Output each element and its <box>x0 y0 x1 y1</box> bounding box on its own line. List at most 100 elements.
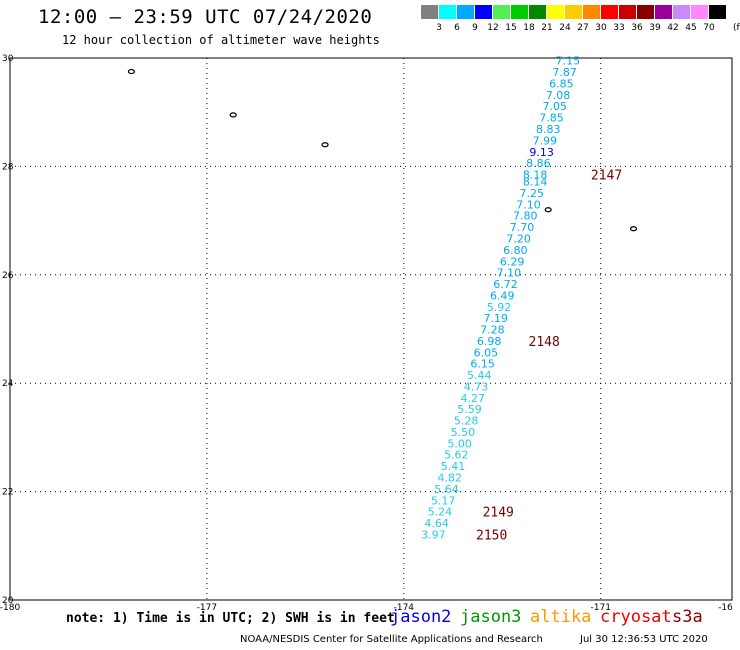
legend-swatch <box>583 5 600 19</box>
swh-value-label: 6.85 <box>549 77 574 90</box>
legend-swatch <box>511 5 528 19</box>
legend-swatch <box>421 5 438 19</box>
legend-label: 39 <box>649 23 661 33</box>
legend-swatch <box>637 5 654 19</box>
legend-label: 21 <box>541 23 553 33</box>
pass-number-label: 2149 <box>483 506 514 521</box>
x-tick-label: -174 <box>394 603 415 613</box>
swh-value-label: 5.28 <box>454 415 479 428</box>
legend-label: 12 <box>487 23 499 33</box>
swh-value-label: 6.80 <box>503 244 528 257</box>
legend-swatch <box>691 5 708 19</box>
legend-unit: (ft) <box>733 23 740 33</box>
legend-swatch <box>619 5 636 19</box>
swh-value-label: 5.24 <box>428 506 453 519</box>
swh-value-label: 7.99 <box>533 134 558 147</box>
legend-swatch <box>475 5 492 19</box>
legend-swatch <box>493 5 510 19</box>
legend-swatch <box>709 5 726 19</box>
legend-label: 45 <box>685 23 697 33</box>
legend-swatch <box>601 5 618 19</box>
swh-value-label: 7.25 <box>520 187 545 200</box>
pass-number-label: 2150 <box>476 528 507 543</box>
legend-swatch <box>673 5 690 19</box>
swh-value-label: 6.72 <box>493 278 518 291</box>
legend-label: 30 <box>595 23 607 33</box>
y-tick-label: 22 <box>2 488 13 498</box>
legend-label: 6 <box>454 23 460 33</box>
swh-value-label: 8.83 <box>536 123 561 136</box>
footer-note: note: 1) Time is in UTC; 2) SWH is in fe… <box>66 611 395 626</box>
x-tick-label: -171 <box>591 603 611 613</box>
swh-value-label: 6.15 <box>470 358 495 371</box>
island-outline <box>544 207 552 213</box>
y-tick-label: 24 <box>2 379 14 389</box>
swh-value-label: 5.17 <box>431 494 456 507</box>
swh-value-label: 7.15 <box>556 55 581 68</box>
pass-number-label: 2148 <box>529 335 560 350</box>
swh-value-label: 5.50 <box>451 426 476 439</box>
island-outline <box>321 142 329 148</box>
swh-value-label: 9.13 <box>529 146 554 159</box>
satellite-name-jason3: jason3 <box>460 607 522 627</box>
legend-label: 24 <box>559 23 571 33</box>
swh-value-label: 7.20 <box>506 232 531 245</box>
swh-value-label: 8.18 <box>523 169 548 182</box>
swh-value-label: 7.28 <box>480 324 505 337</box>
swh-value-label: 5.41 <box>441 460 466 473</box>
legend-label: 9 <box>472 23 478 33</box>
timestamp-text: Jul 30 12:36:53 UTC 2020 <box>580 634 708 645</box>
swh-value-label: 6.05 <box>474 346 499 359</box>
swh-value-label: 6.98 <box>477 335 502 348</box>
y-tick-label: 26 <box>2 271 14 281</box>
swh-value-label: 4.82 <box>438 472 463 485</box>
swh-value-label: 4.64 <box>424 517 449 530</box>
legend-swatch <box>547 5 564 19</box>
swh-value-label: 7.19 <box>483 312 508 325</box>
swh-value-label: 8.14 <box>523 176 548 189</box>
legend-swatch <box>529 5 546 19</box>
legend-swatch <box>565 5 582 19</box>
y-tick-label: 28 <box>2 162 14 172</box>
swh-value-label: 5.64 <box>434 483 459 496</box>
legend-label: 42 <box>667 23 679 33</box>
island-outline <box>229 112 237 118</box>
map-frame <box>9 57 733 601</box>
satellite-name-jason2: jason2 <box>390 607 452 627</box>
legend-label: 33 <box>613 23 625 33</box>
swh-value-label: 7.80 <box>513 210 538 223</box>
swh-value-label: 3.97 <box>421 528 446 541</box>
y-tick-label: 30 <box>2 54 14 64</box>
satellite-name-cryosat: cryosat <box>600 607 672 627</box>
y-tick-label: 20 <box>2 596 14 606</box>
credit-text: NOAA/NESDIS Center for Satellite Applica… <box>240 634 543 645</box>
pass-number-label: 2147 <box>591 169 622 184</box>
swh-value-label: 6.29 <box>500 255 525 268</box>
swh-value-label: 5.59 <box>457 403 482 416</box>
swh-value-label: 4.27 <box>460 392 485 405</box>
page-subtitle: 12 hour collection of altimeter wave hei… <box>62 33 380 47</box>
island-outline <box>629 226 638 232</box>
swh-value-label: 7.08 <box>546 89 571 102</box>
legend-swatch <box>439 5 456 19</box>
island-outline <box>127 68 136 75</box>
legend-swatch <box>457 5 474 19</box>
legend-label: 3 <box>436 23 442 33</box>
swh-value-label: 7.85 <box>539 112 564 125</box>
swh-value-label: 7.05 <box>543 100 568 113</box>
swh-value-label: 7.70 <box>510 221 535 234</box>
swh-value-label: 5.92 <box>487 301 512 314</box>
swh-value-label: 5.44 <box>467 369 492 382</box>
page-title: 12:00 – 23:59 UTC 07/24/2020 <box>38 6 373 28</box>
x-tick-label: -16 <box>718 603 733 613</box>
swh-value-label: 6.49 <box>490 289 515 302</box>
satellite-name-s3a: s3a <box>672 607 703 627</box>
swh-value-label: 8.86 <box>526 157 551 170</box>
swh-value-label: 7.10 <box>497 267 522 280</box>
legend-label: 18 <box>523 23 535 33</box>
legend-label: 70 <box>703 23 715 33</box>
swh-value-label: 7.87 <box>552 66 577 79</box>
x-tick-label: -180 <box>0 603 20 613</box>
x-tick-label: -177 <box>197 603 217 613</box>
